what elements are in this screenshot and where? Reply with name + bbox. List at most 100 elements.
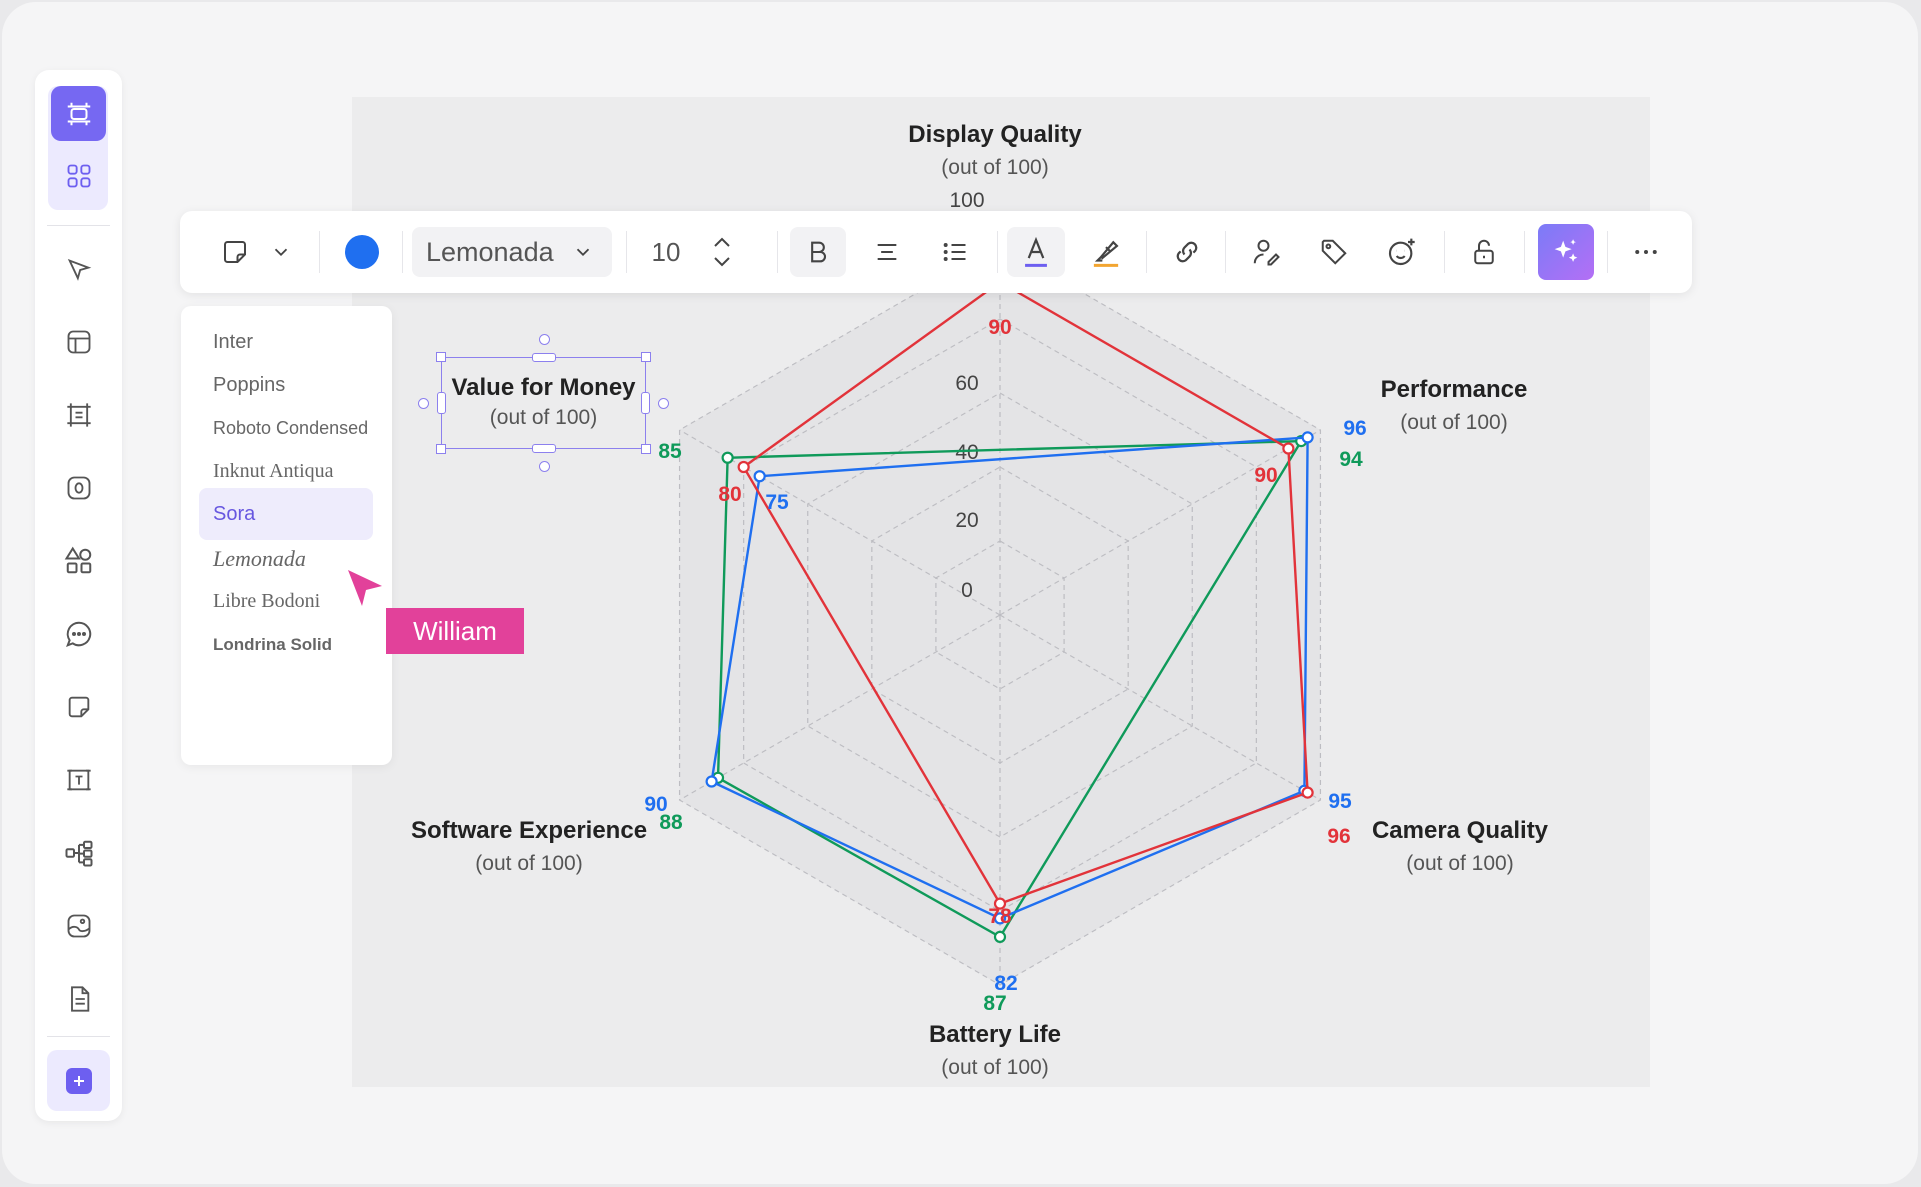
axis-category-sublabel: (out of 100) — [475, 852, 582, 875]
color-picker-button[interactable] — [333, 227, 391, 277]
comment-button[interactable] — [51, 606, 106, 661]
axis-category-sublabel: (out of 100) — [1406, 852, 1513, 875]
select-tool-button[interactable] — [51, 242, 106, 297]
link-button[interactable] — [1158, 227, 1216, 277]
tag-button[interactable] — [1305, 227, 1363, 277]
text-color-button[interactable] — [1007, 227, 1065, 277]
radar-spoke — [999, 429, 1321, 616]
bold-button[interactable] — [790, 227, 846, 277]
ai-sparkle-icon — [1554, 239, 1578, 262]
series-line — [742, 280, 1309, 906]
frame-icon — [67, 102, 90, 125]
radial-tick-label: 40 — [955, 441, 978, 464]
selected-text-element[interactable]: Value for Money (out of 100) — [418, 334, 669, 472]
axis-category-sublabel: (out of 100) — [941, 1056, 1048, 1079]
document-button[interactable] — [51, 971, 106, 1026]
axis-category-sublabel: (out of 100) — [941, 156, 1048, 179]
resize-handle[interactable] — [436, 444, 446, 454]
bullet-list-button[interactable] — [927, 227, 983, 277]
data-value-label: 78 — [988, 905, 1012, 928]
axis-category-sublabel: (out of 100) — [1400, 411, 1507, 434]
resize-handle-top[interactable] — [532, 353, 556, 362]
font-size-stepper[interactable]: 10 — [638, 227, 748, 277]
add-button[interactable] — [47, 1050, 110, 1111]
add-icon — [65, 1067, 92, 1094]
color-swatch — [345, 235, 379, 269]
record-button[interactable] — [51, 460, 106, 515]
font-family-value: Lemonada — [426, 236, 554, 267]
connector-dot-right[interactable] — [658, 398, 669, 409]
font-option-inknut-antiqua[interactable]: Inknut Antiqua — [213, 459, 334, 482]
data-point — [1301, 786, 1314, 799]
data-point — [721, 451, 734, 464]
left-sidebar — [35, 70, 122, 1121]
font-option-inter[interactable]: Inter — [213, 330, 254, 353]
bold-icon — [811, 241, 826, 263]
radial-tick-label: 100 — [949, 189, 984, 212]
axis-category-label: Battery Life — [929, 1021, 1061, 1048]
lock-button[interactable] — [1455, 227, 1513, 277]
data-point — [993, 912, 1007, 925]
font-dropdown-menu: Inter Poppins Roboto Condensed Inknut Antiq… — [181, 306, 392, 765]
apps-button[interactable] — [51, 148, 106, 203]
sticky-note-button[interactable] — [51, 679, 106, 734]
data-point — [737, 460, 750, 474]
image-icon — [67, 914, 90, 937]
resize-handle[interactable] — [641, 444, 651, 454]
text-box-button[interactable] — [51, 752, 106, 807]
font-option-roboto-condensed[interactable]: Roboto Condensed — [213, 417, 369, 438]
axis-category-label: Performance — [1381, 376, 1528, 403]
font-option-lemonada[interactable]: Lemonada — [213, 546, 306, 571]
selected-text-subtitle: (out of 100) — [489, 406, 598, 429]
sidebar-divider — [47, 225, 110, 226]
toolbar-divider — [777, 231, 778, 273]
collaborator-cursor-icon — [348, 570, 382, 606]
radar-spoke — [679, 614, 1001, 801]
pointer-icon — [67, 258, 91, 281]
data-value-label: 90 — [988, 316, 1011, 339]
assign-button[interactable] — [1237, 227, 1295, 277]
font-option-londrina-solid[interactable]: Londrina Solid — [213, 635, 332, 654]
connector-dot-bottom[interactable] — [539, 461, 550, 472]
ai-assist-button[interactable] — [1538, 224, 1594, 280]
image-button[interactable] — [51, 898, 106, 953]
radial-tick-label: 60 — [955, 372, 978, 395]
data-value-label: 96 — [1343, 417, 1366, 440]
resize-handle-right[interactable] — [641, 392, 650, 414]
toolbar-divider — [1146, 231, 1147, 273]
connector-dot-top[interactable] — [539, 334, 550, 345]
more-options-button[interactable] — [1617, 227, 1675, 277]
font-family-select[interactable]: Lemonada — [412, 227, 612, 277]
resize-handle-left[interactable] — [437, 392, 446, 414]
sticky-icon — [68, 696, 89, 717]
mind-map-icon — [65, 840, 92, 866]
frame-select-icon — [66, 402, 91, 427]
shapes-icon — [64, 546, 91, 573]
layout-tool-button[interactable] — [51, 314, 106, 369]
data-value-label: 90 — [1254, 464, 1277, 487]
frame-select-button[interactable] — [51, 387, 106, 442]
data-point — [1282, 442, 1295, 455]
apps-grid-icon — [67, 164, 90, 187]
reaction-button[interactable] — [1373, 227, 1431, 277]
font-option-libre-bodoni[interactable]: Libre Bodoni — [213, 589, 321, 612]
shapes-button[interactable] — [51, 533, 106, 588]
font-option-sora[interactable]: Sora — [199, 488, 373, 540]
highlight-button[interactable] — [1077, 227, 1135, 277]
font-option-poppins[interactable]: Poppins — [213, 373, 286, 396]
shape-type-dropdown[interactable] — [206, 227, 306, 277]
mind-map-button[interactable] — [51, 825, 106, 880]
data-point — [705, 775, 718, 788]
highlighter-icon — [1093, 240, 1119, 267]
chevron-down-icon — [576, 248, 590, 257]
data-value-label: 94 — [1339, 448, 1363, 471]
resize-handle[interactable] — [436, 352, 446, 362]
resize-handle[interactable] — [641, 352, 651, 362]
frame-tool-button[interactable] — [51, 86, 106, 141]
chevron-down-icon — [274, 248, 288, 257]
data-value-label: 82 — [994, 972, 1017, 995]
resize-handle-bottom[interactable] — [532, 444, 556, 453]
align-center-button[interactable] — [859, 227, 915, 277]
collaborator-cursor-label: William — [386, 608, 524, 654]
connector-dot-left[interactable] — [418, 398, 429, 409]
